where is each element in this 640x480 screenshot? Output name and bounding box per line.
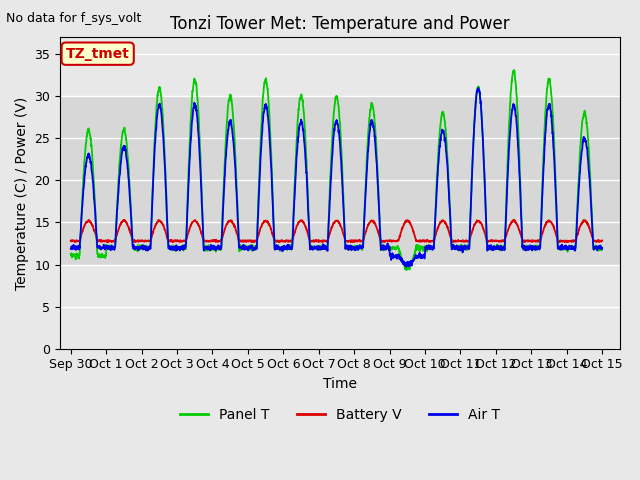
X-axis label: Time: Time [323,377,357,391]
Title: Tonzi Tower Met: Temperature and Power: Tonzi Tower Met: Temperature and Power [170,15,510,33]
Text: No data for f_sys_volt: No data for f_sys_volt [6,12,142,25]
Y-axis label: Temperature (C) / Power (V): Temperature (C) / Power (V) [15,96,29,289]
Legend: Panel T, Battery V, Air T: Panel T, Battery V, Air T [174,402,506,428]
Text: TZ_tmet: TZ_tmet [66,47,130,60]
Bar [60,96,620,264]
